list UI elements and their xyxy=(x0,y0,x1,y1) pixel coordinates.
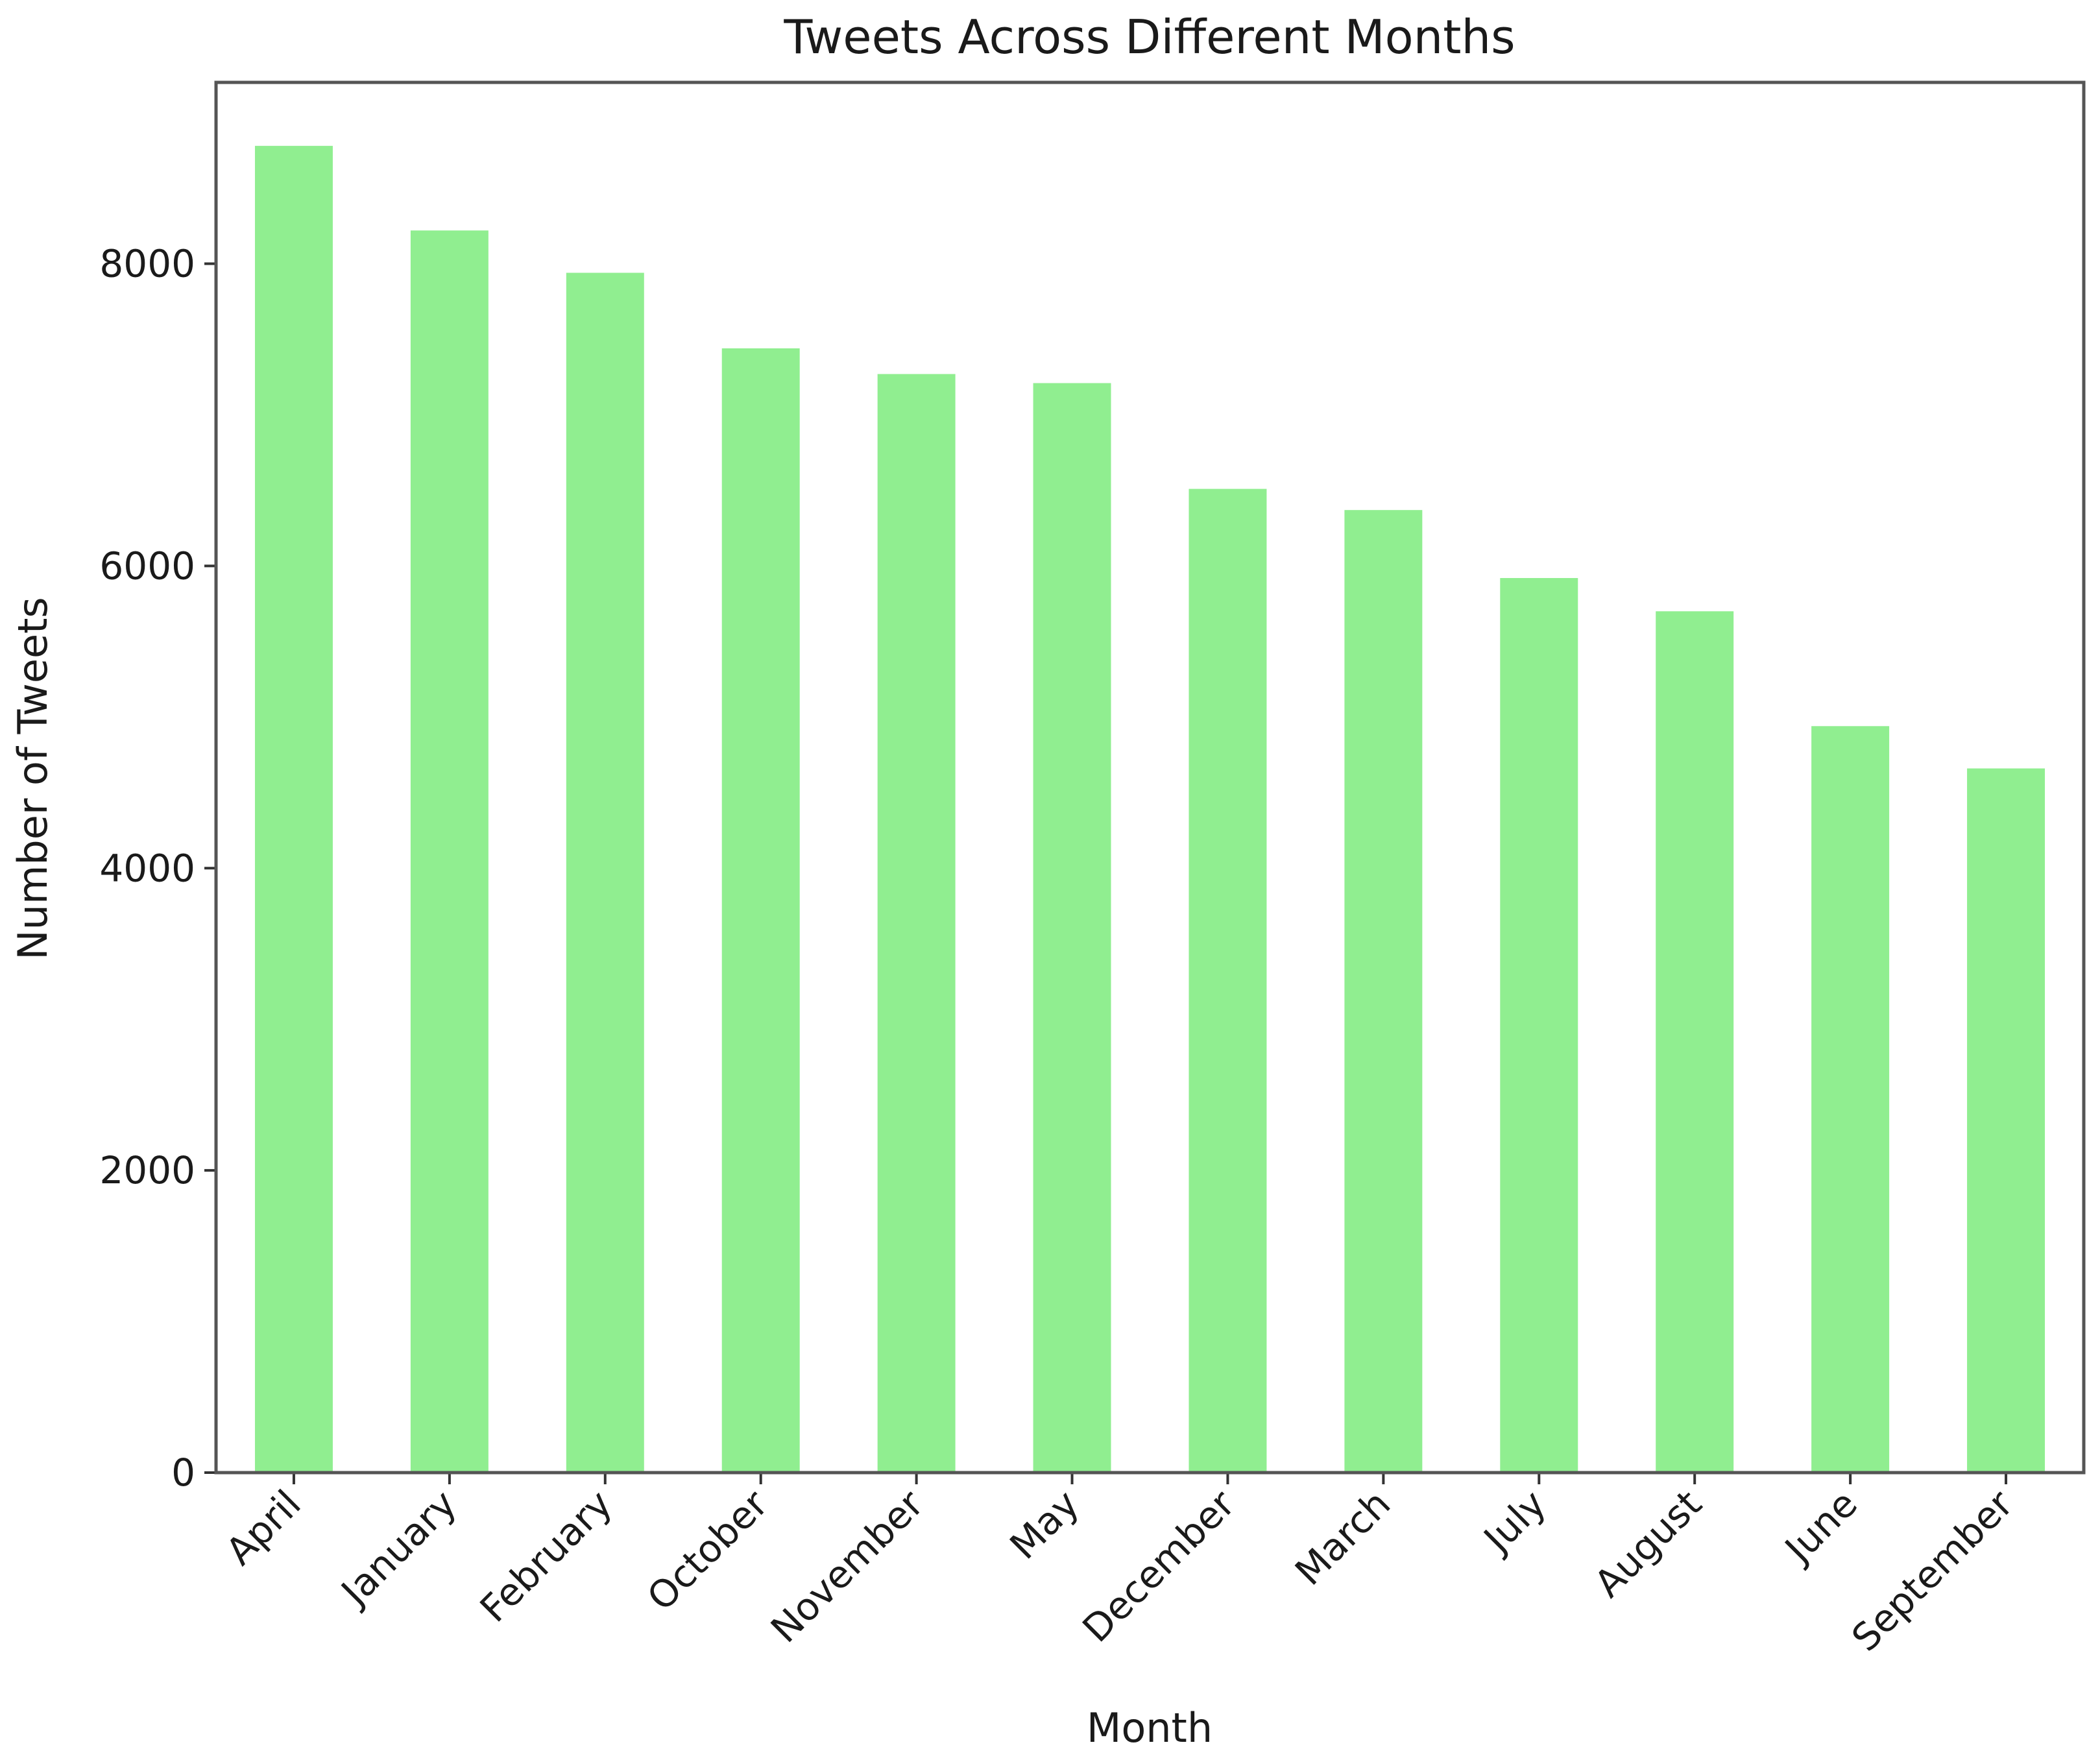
x-tick-label: May xyxy=(1002,1482,1088,1568)
x-tick-label: September xyxy=(1843,1482,2022,1660)
x-tick-label: October xyxy=(638,1482,776,1619)
y-tick-label: 0 xyxy=(171,1451,195,1495)
x-tick-label: November xyxy=(762,1482,932,1652)
x-tick-label: December xyxy=(1074,1482,1244,1651)
bar-december xyxy=(1189,488,1267,1473)
y-tick-label: 6000 xyxy=(99,544,195,588)
y-axis: 0 2000 4000 6000 8000 xyxy=(99,242,216,1495)
bar-july xyxy=(1500,578,1578,1473)
bar-june xyxy=(1811,726,1890,1473)
plot-frame xyxy=(214,80,2086,1475)
x-tick-label: July xyxy=(1474,1482,1554,1562)
chart-title: Tweets Across Different Months xyxy=(783,10,1515,64)
x-tick-label: February xyxy=(472,1482,621,1631)
bar-may xyxy=(1033,383,1111,1473)
x-tick-label: June xyxy=(1776,1482,1866,1573)
y-axis-title: Number of Tweets xyxy=(9,597,56,959)
bar-october xyxy=(721,348,800,1473)
x-tick-label: August xyxy=(1586,1482,1710,1606)
bar-april xyxy=(254,145,333,1473)
y-tick-label: 8000 xyxy=(99,242,195,286)
y-tick-label: 4000 xyxy=(99,846,195,890)
x-tick-label: January xyxy=(332,1482,465,1615)
bar-september xyxy=(1967,768,2046,1473)
bar-march xyxy=(1344,510,1423,1473)
y-tick-label: 2000 xyxy=(99,1148,195,1192)
x-tick-label: March xyxy=(1286,1482,1399,1594)
bar-january xyxy=(410,230,489,1473)
bar-february xyxy=(566,272,644,1473)
x-tick-label: April xyxy=(217,1482,309,1574)
bars-layer xyxy=(254,145,2046,1473)
bar-august xyxy=(1656,611,1734,1473)
x-axis-title: Month xyxy=(1087,1704,1213,1752)
bar-november xyxy=(877,374,956,1473)
